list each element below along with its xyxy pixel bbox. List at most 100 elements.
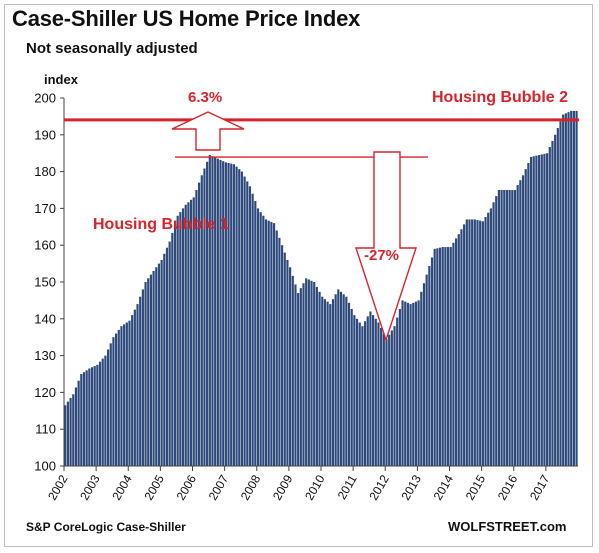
x-tick-label: 2003 — [77, 472, 103, 502]
bar — [409, 304, 412, 466]
bar — [497, 190, 501, 466]
y-tick-label: 130 — [34, 348, 56, 363]
bar — [155, 267, 158, 466]
bar — [139, 296, 142, 466]
bar — [414, 301, 418, 466]
bar — [248, 186, 252, 466]
bar — [551, 140, 554, 466]
bar — [471, 219, 474, 466]
bar — [353, 315, 356, 466]
bar — [382, 333, 385, 466]
bar — [347, 302, 351, 466]
y-tick-label: 140 — [34, 311, 56, 326]
bar — [104, 355, 107, 466]
bar — [96, 364, 99, 466]
bar — [358, 322, 361, 466]
bar — [465, 219, 468, 466]
x-tick-label: 2010 — [302, 472, 328, 502]
gain-arrow — [171, 111, 245, 151]
y-tick-label: 190 — [34, 127, 56, 142]
bar — [428, 266, 431, 466]
bar — [575, 110, 578, 466]
bar — [272, 223, 276, 466]
bar — [540, 154, 543, 466]
bar — [181, 208, 185, 466]
bar — [570, 110, 573, 466]
bar — [457, 234, 460, 466]
x-tick-label: 2016 — [495, 472, 521, 502]
bar — [289, 267, 292, 466]
bar — [171, 232, 174, 466]
bar — [251, 193, 254, 466]
x-tick-label: 2011 — [335, 472, 360, 502]
bar — [115, 333, 118, 466]
bar — [521, 175, 525, 466]
bar — [350, 308, 353, 466]
bar — [455, 238, 458, 466]
bar — [165, 247, 169, 466]
bar — [313, 282, 316, 466]
bar — [173, 224, 177, 466]
bar — [495, 196, 498, 466]
bar — [246, 181, 249, 466]
bar — [449, 247, 452, 466]
bar — [286, 259, 289, 466]
bar — [546, 153, 549, 466]
bar — [270, 221, 273, 466]
bar — [240, 171, 244, 466]
bar — [433, 248, 436, 466]
bar — [187, 202, 190, 466]
bar — [128, 320, 131, 466]
y-tick-label: 200 — [34, 91, 56, 106]
chart-subtitle: Not seasonally adjusted — [26, 40, 198, 57]
bar — [264, 219, 268, 466]
drop-percent-label: -27% — [364, 247, 399, 264]
bar — [238, 169, 241, 466]
bar — [377, 322, 380, 466]
bar — [468, 219, 471, 466]
annotations-group: 6.3% Housing Bubble 2 Housing Bubble 1 -27% — [64, 89, 579, 343]
y-tick-label: 150 — [34, 275, 56, 290]
bar — [216, 158, 219, 466]
bar — [227, 163, 230, 466]
bar — [436, 248, 439, 466]
bar — [516, 185, 519, 466]
bar — [572, 110, 575, 466]
bar — [508, 190, 511, 466]
bar — [489, 208, 492, 466]
bar — [385, 339, 388, 466]
bar — [198, 182, 201, 466]
bar — [117, 329, 120, 466]
bar — [554, 134, 557, 467]
bar — [420, 291, 423, 466]
bar — [339, 291, 343, 466]
bar — [297, 293, 300, 466]
bar — [278, 237, 281, 466]
bar — [527, 163, 530, 466]
gain-percent-label: 6.3% — [188, 89, 222, 106]
y-tick-label: 100 — [34, 459, 56, 474]
bar — [326, 301, 329, 466]
bar — [398, 308, 401, 466]
bar — [337, 289, 340, 466]
bar — [120, 326, 123, 466]
bar — [179, 212, 182, 466]
bar — [406, 302, 409, 466]
bar — [133, 309, 136, 466]
bar — [503, 190, 506, 466]
bar — [149, 274, 152, 466]
bar — [425, 274, 428, 466]
bar — [393, 326, 396, 466]
bar — [473, 219, 476, 466]
bar — [363, 321, 367, 466]
bar — [262, 215, 265, 466]
bar — [168, 241, 171, 466]
bar — [184, 204, 187, 466]
bar — [562, 114, 565, 466]
bars-group — [64, 110, 578, 467]
bar — [380, 328, 383, 466]
bar — [106, 349, 110, 466]
bar — [537, 155, 541, 467]
bar — [189, 199, 193, 466]
drop-arrow — [355, 151, 417, 343]
